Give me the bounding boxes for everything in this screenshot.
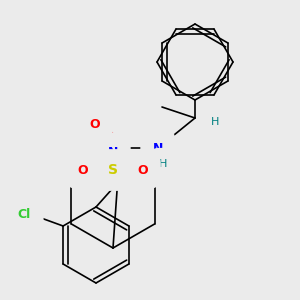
Text: O: O — [138, 164, 148, 176]
Text: H: H — [159, 159, 167, 169]
Text: O: O — [90, 118, 100, 130]
Text: S: S — [108, 163, 118, 177]
Text: N: N — [108, 146, 118, 158]
Text: H: H — [211, 117, 219, 127]
Text: N: N — [153, 142, 163, 154]
Text: Cl: Cl — [18, 208, 31, 220]
Text: O: O — [78, 164, 88, 176]
